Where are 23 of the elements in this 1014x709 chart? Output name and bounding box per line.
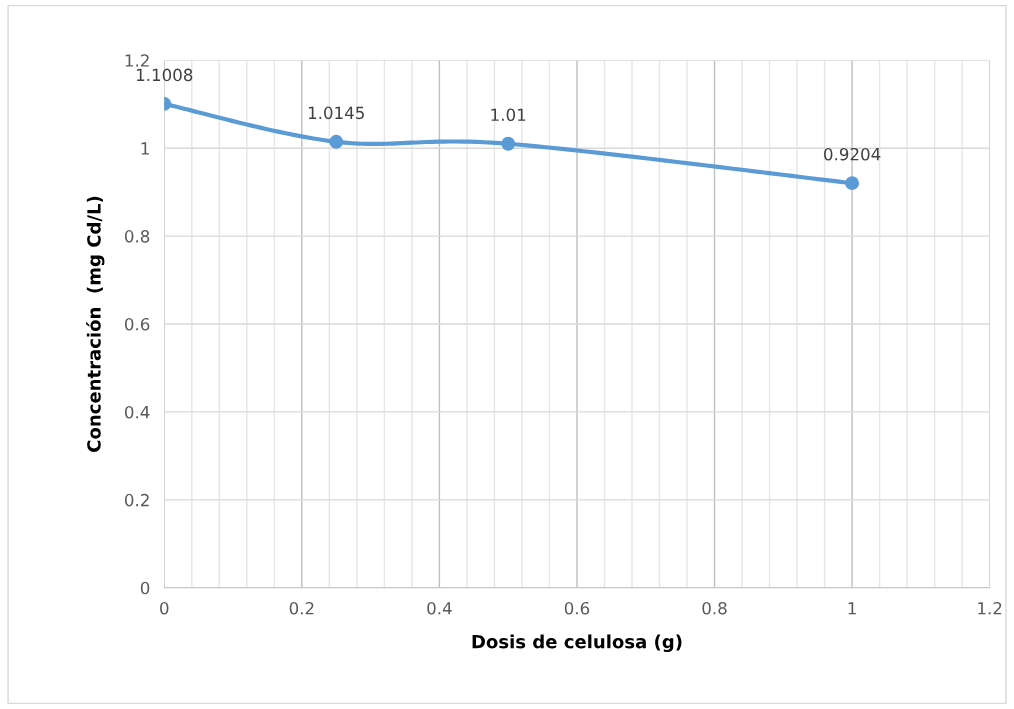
data-label: 1.0145 xyxy=(308,106,364,120)
y-tick-label: 1 xyxy=(141,142,149,155)
y-tick-label: 0.6 xyxy=(124,317,150,331)
data-label: 0.9204 xyxy=(824,147,881,161)
x-tick-label: 1 xyxy=(848,602,856,615)
data-label: 1.01 xyxy=(491,108,526,122)
x-tick-label: 0.8 xyxy=(702,601,727,615)
x-tick-label: 0.4 xyxy=(427,601,452,615)
y-tick-label: 0.8 xyxy=(124,230,150,243)
point xyxy=(329,134,344,149)
x-axis-title: Dosis de celulosa (g) xyxy=(472,634,682,653)
x-tick-label: 0 xyxy=(160,601,169,615)
x-tick-label: 0.2 xyxy=(289,601,314,615)
point xyxy=(501,136,516,151)
y-tick-label: 0.2 xyxy=(124,493,149,507)
y-tick-label: 1.2 xyxy=(125,54,149,67)
point xyxy=(845,176,860,191)
y-tick-label: 0.4 xyxy=(124,405,150,419)
data-label: 1.1008 xyxy=(136,68,193,82)
x-tick-label: 1.2 xyxy=(978,601,1002,615)
y-axis-title: Concentración (mg Cd/L) xyxy=(86,196,105,452)
y-tick-label: 0 xyxy=(140,581,150,595)
x-tick-label: 0.6 xyxy=(564,601,590,615)
